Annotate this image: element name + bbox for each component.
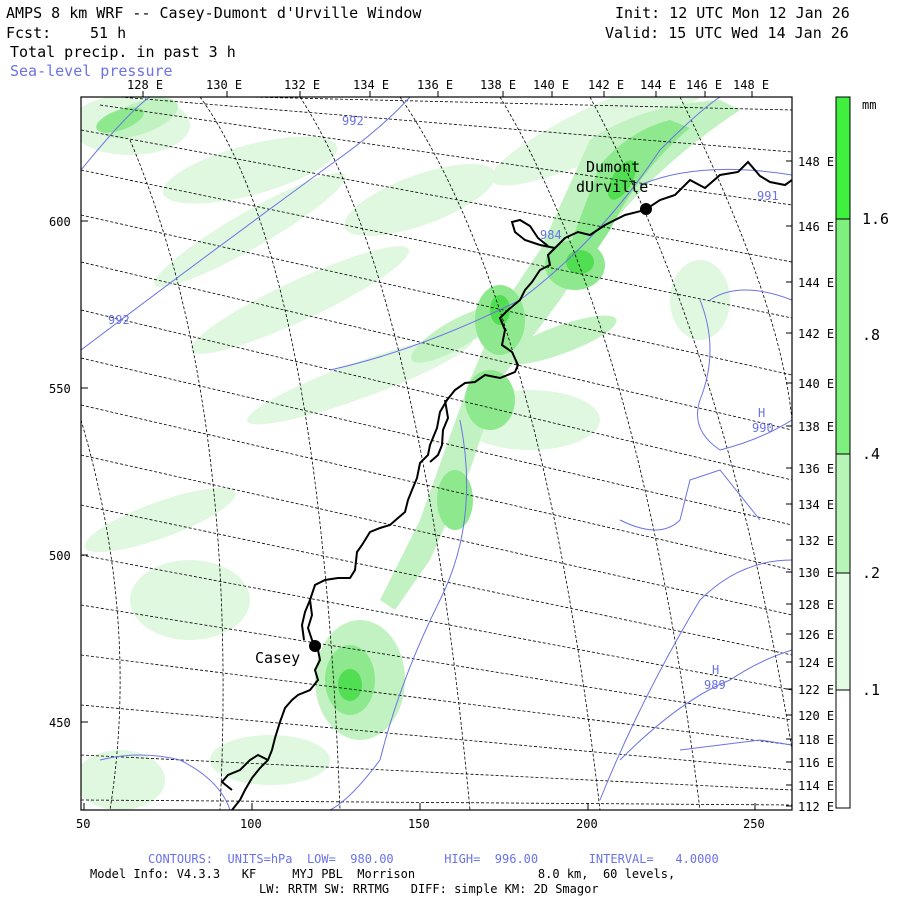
right-lon-label: 116 E [798,756,835,770]
colorbar-label: .4 [862,445,881,463]
forecast-label: Fcst: [6,24,52,42]
isobar-lines [81,97,792,810]
top-lon-label: 138 E [480,78,517,92]
map-title: AMPS 8 km WRF -- Casey-Dumont d'Urville … [6,4,422,22]
isobar-label: 991 [757,189,779,203]
bottom-ticks [83,803,756,810]
forecast-hour: 51 h [90,24,127,42]
left-axis-label: 500 [49,549,71,563]
right-lon-label: 142 E [798,327,835,341]
left-axis-label: 550 [49,382,71,396]
right-lon-label: 136 E [798,462,835,476]
colorbar-segment-1-6 [836,97,850,219]
colorbar-segment-0-1 [836,690,850,808]
right-lon-label: 134 E [798,498,835,512]
overlay-name: Sea-level pressure [10,62,173,80]
bottom-axis-label: 100 [240,817,262,831]
right-lon-label: 112 E [798,800,835,814]
dumont-durville-label: Dumont [586,158,641,176]
dumont-durville-station-marker [640,203,652,215]
right-lon-label: 140 E [798,377,835,391]
top-lon-label: 130 E [206,78,243,92]
bottom-axis-label: 50 [76,817,91,831]
casey-station-marker [309,640,321,652]
bottom-axis-label: 250 [743,817,765,831]
right-lon-label: 144 E [798,276,835,290]
colorbar-segment-0-2 [836,573,850,690]
top-lon-label: 132 E [284,78,321,92]
valid-time: Valid: 15 UTC Wed 14 Jan 26 [605,24,849,42]
top-lon-label: 144 E [640,78,677,92]
top-lon-label: 142 E [588,78,625,92]
physics-info: LW: RRTM SW: RRTMG DIFF: simple KM: 2D S… [259,882,599,896]
right-lon-label: 130 E [798,566,835,580]
contour-info: CONTOURS: UNITS=hPa LOW= 980.00 HIGH= 99… [148,852,719,866]
coastline [220,160,792,810]
top-lon-label: 128 E [127,78,164,92]
top-lon-label: 134 E [353,78,390,92]
isobar-label: 992 [108,313,130,327]
colorbar-unit: mm [862,98,877,112]
right-ticks [786,160,792,807]
top-lon-label: 140 E [533,78,570,92]
high-pressure-marker: H [758,406,766,420]
right-lon-label: 126 E [798,628,835,642]
colorbar-segment-0-8 [836,219,850,454]
right-lon-label: 122 E [798,683,835,697]
colorbar-segment-0-4 [836,454,850,573]
colorbar-label: .1 [862,681,881,699]
colorbar-label: .8 [862,326,881,344]
top-lon-label: 146 E [686,78,723,92]
left-axis-label: 450 [49,716,71,730]
top-lon-label: 148 E [733,78,770,92]
right-lon-label: 148 E [798,155,835,169]
left-axis-label: 600 [49,215,71,229]
right-lon-label: 128 E [798,598,835,612]
right-lon-label: 132 E [798,534,835,548]
bottom-axis-label: 200 [576,817,598,831]
colorbar [835,96,851,809]
parallel-lines [81,97,792,810]
colorbar-label: .2 [862,564,881,582]
dumont-durville-label: dUrville [576,178,649,196]
high-pressure-marker: H [712,663,720,677]
right-lon-label: 120 E [798,709,835,723]
right-lon-label: 138 E [798,420,835,434]
bottom-axis-label: 150 [408,817,430,831]
right-lon-label: 118 E [798,733,835,747]
isobar-label: 992 [342,114,364,128]
right-lon-label: 124 E [798,656,835,670]
left-ticks [81,220,88,723]
right-lon-label: 114 E [798,779,835,793]
model-info: Model Info: V4.3.3 KF MYJ PBL Morrison 8… [90,867,676,881]
right-lon-label: 146 E [798,220,835,234]
casey-label: Casey [255,649,301,667]
top-lon-label: 136 E [417,78,454,92]
high-pressure-value: 989 [704,678,726,692]
top-ticks [142,91,753,97]
plot-frame [80,96,793,811]
field-name: Total precip. in past 3 h [10,43,236,61]
isobar-label: 984 [540,228,562,242]
init-time: Init: 12 UTC Mon 12 Jan 26 [615,4,850,22]
high-pressure-value: 990 [752,421,774,435]
colorbar-label: 1.6 [862,210,890,228]
